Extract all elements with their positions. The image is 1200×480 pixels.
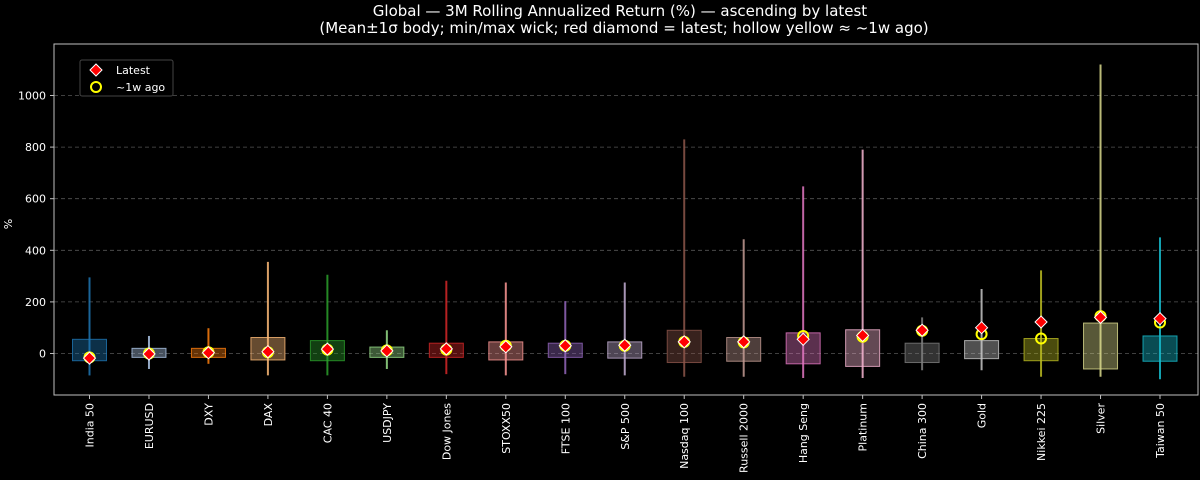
latest-marker-stoxx50 (499, 340, 513, 354)
x-tick-label-cac-40: CAC 40 (321, 403, 334, 443)
x-tick-label-nasdaq-100: Nasdaq 100 (678, 403, 691, 469)
body-taiwan-50 (1142, 335, 1178, 362)
x-tick-label-dxy: DXY (202, 403, 215, 426)
x-tick-label-eurusd: EURUSD (143, 403, 156, 449)
latest-marker-hang-seng (796, 332, 810, 347)
series-dow-jones (428, 280, 464, 375)
latest-marker-ftse-100 (558, 339, 572, 353)
latest-marker-cac-40 (320, 342, 335, 356)
latest-marker-silver (1093, 310, 1108, 325)
series-usdjpy (369, 330, 405, 369)
legend: Latest ~1w ago (79, 59, 174, 97)
latest-marker-dax (261, 344, 275, 359)
x-tick-label-dow-jones: Dow Jones (440, 403, 453, 460)
series-s-p-500 (607, 282, 643, 376)
series-cac-40 (309, 274, 345, 376)
latest-marker-russell-2000 (736, 335, 751, 349)
x-tick-label-taiwan-50: Taiwan 50 (1154, 403, 1167, 459)
y-tick-label-1000: 1000 (18, 90, 46, 103)
x-tick-label-s-p-500: S&P 500 (619, 403, 632, 450)
x-tick-label-russell-2000: Russell 2000 (738, 403, 751, 473)
x-tick-label-india-50: India 50 (84, 403, 97, 448)
y-axis-label: % (2, 219, 15, 229)
series-dxy (190, 328, 226, 364)
y-tick-label-600: 600 (25, 193, 46, 206)
latest-marker-usdjpy (380, 344, 394, 358)
series-gold (964, 289, 1000, 371)
x-tick-label-hang-seng: Hang Seng (797, 403, 810, 463)
grid-layer (54, 95, 1198, 354)
legend-weekago-marker (90, 81, 102, 93)
series-nikkei-225 (1023, 270, 1059, 377)
body-china-300 (904, 342, 940, 364)
body-nikkei-225 (1023, 338, 1059, 362)
x-tick-label-usdjpy: USDJPY (381, 403, 394, 443)
latest-marker-gold (974, 320, 989, 335)
x-tick-label-nikkei-225: Nikkei 225 (1035, 403, 1048, 461)
chart-title: Global — 3M Rolling Annualized Return (%… (373, 2, 868, 20)
legend-weekago-label: ~1w ago (116, 81, 165, 94)
latest-marker-nasdaq-100 (677, 335, 691, 349)
x-tick-label-stoxx50: STOXX50 (500, 403, 513, 454)
latest-marker-china-300 (915, 323, 929, 337)
x-tick-label-platinum: Platinum (857, 403, 870, 451)
body-gold (964, 340, 1000, 360)
series-china-300 (904, 317, 940, 371)
x-tick-label-ftse-100: FTSE 100 (559, 403, 572, 454)
x-tick-label-china-300: China 300 (916, 403, 929, 459)
latest-marker-s-p-500 (618, 338, 632, 352)
legend-box (79, 59, 174, 97)
latest-marker-nikkei-225 (1034, 315, 1048, 329)
latest-marker-platinum (855, 328, 870, 343)
body-silver (1083, 322, 1119, 370)
latest-marker-dxy (201, 346, 216, 360)
series-nasdaq-100 (666, 139, 702, 377)
latest-marker-eurusd (142, 347, 156, 361)
y-tick-label-800: 800 (25, 141, 46, 154)
boxes-layer (72, 64, 1178, 380)
series-platinum (845, 149, 881, 379)
legend-latest-label: Latest (116, 64, 151, 77)
week-ago-marker-nikkei-225 (1035, 332, 1048, 345)
y-tick-label-400: 400 (25, 244, 46, 257)
series-silver (1083, 64, 1119, 377)
series-taiwan-50 (1142, 237, 1178, 380)
legend-latest-marker (89, 63, 103, 77)
series-russell-2000 (726, 239, 762, 377)
x-tick-label-dax: DAX (262, 403, 275, 427)
latest-marker-dow-jones (439, 342, 454, 356)
x-tick-label-silver: Silver (1095, 403, 1108, 434)
series-india-50 (72, 277, 107, 376)
series-eurusd (131, 335, 167, 369)
series-hang-seng (785, 186, 821, 379)
y-ticks: 0 200 400 600 800 1000 (18, 90, 54, 361)
x-ticks: India 50 EURUSD DXY DAX CAC 40 USDJPY Dow Jone… (84, 395, 1167, 473)
x-tick-label-gold: Gold (976, 403, 989, 428)
chart-subtitle: (Mean±1σ body; min/max wick; red diamond… (319, 19, 928, 37)
latest-marker-taiwan-50 (1153, 311, 1167, 326)
series-dax (250, 261, 286, 376)
series-stoxx50 (488, 282, 524, 376)
series-ftse-100 (547, 301, 583, 375)
y-tick-label-0: 0 (39, 348, 46, 361)
axes-frame (53, 43, 1199, 396)
y-tick-label-200: 200 (25, 296, 46, 309)
latest-marker-india-50 (82, 351, 97, 365)
